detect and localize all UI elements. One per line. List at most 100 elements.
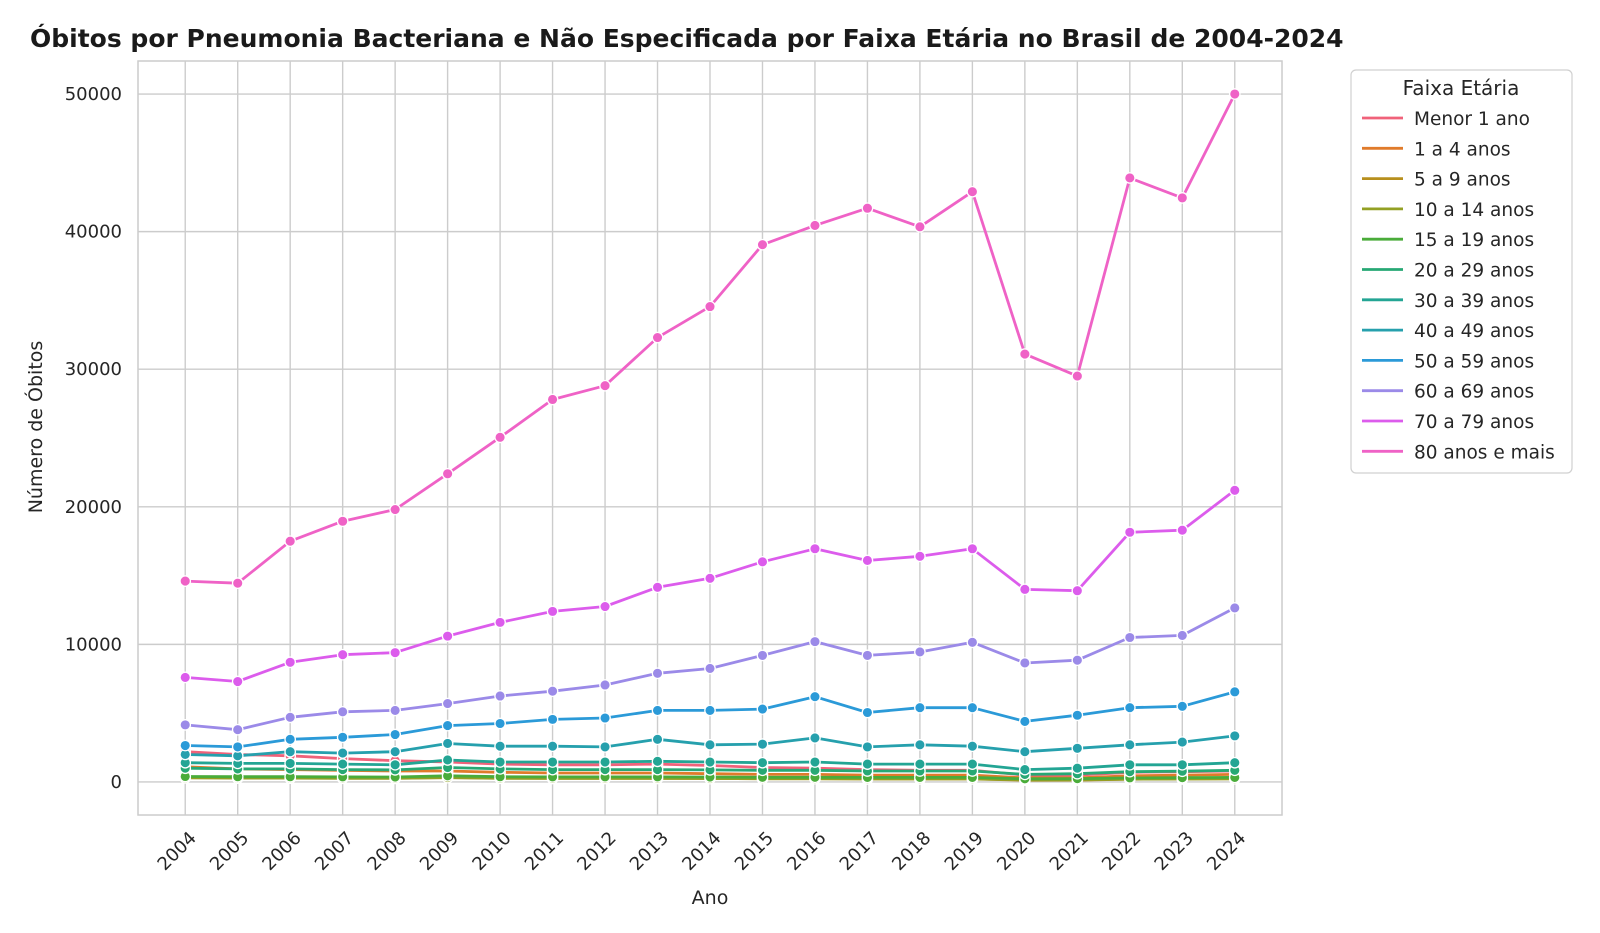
x-tick-label: 2018 [888, 828, 935, 875]
legend-label: 40 a 49 anos [1414, 321, 1534, 342]
data-point [494, 431, 506, 444]
data-point [336, 758, 349, 770]
data-point [599, 741, 611, 753]
y-axis-label: Número de Óbitos [23, 341, 47, 514]
data-point [599, 379, 611, 392]
data-point [1071, 762, 1084, 775]
data-point [1228, 88, 1241, 100]
data-point [1228, 730, 1241, 742]
data-point [809, 690, 821, 703]
data-point [441, 630, 454, 642]
x-tick-label: 2022 [1098, 828, 1145, 875]
legend-label: 20 a 29 anos [1414, 261, 1534, 282]
data-point [966, 758, 979, 770]
legend-label: 70 a 79 anos [1414, 412, 1534, 433]
data-point [704, 756, 716, 768]
legend-label: 5 a 9 anos [1414, 170, 1511, 191]
data-point [1176, 629, 1189, 642]
data-point [1228, 686, 1241, 698]
data-point [284, 535, 297, 548]
data-point [1176, 192, 1189, 204]
data-point [651, 755, 664, 768]
data-point [704, 572, 716, 585]
data-point [1071, 742, 1084, 755]
data-point [756, 238, 769, 251]
data-point [756, 738, 769, 750]
y-axis-ticks: 0 10000 20000 30000 40000 50000 [65, 84, 122, 793]
data-point [441, 754, 454, 766]
data-point [284, 733, 297, 746]
series-group [179, 754, 1241, 776]
data-point [231, 741, 244, 753]
data-point [966, 542, 979, 555]
y-tick-label: 50000 [65, 84, 122, 105]
data-point [1123, 738, 1136, 751]
y-tick-label: 20000 [65, 497, 122, 518]
data-point [494, 756, 506, 768]
legend-label: 1 a 4 anos [1414, 139, 1511, 160]
data-point [1019, 715, 1031, 728]
data-point [494, 690, 506, 702]
x-tick-label: 2015 [731, 828, 778, 875]
legend-label: 80 anos e mais [1414, 442, 1555, 463]
data-point [284, 711, 297, 724]
data-point [284, 745, 297, 758]
legend-box [1350, 69, 1573, 474]
data-point [966, 701, 979, 714]
data-point [704, 662, 716, 675]
x-tick-label: 2006 [258, 828, 305, 875]
data-point [1176, 524, 1189, 537]
legend: Faixa Etária Menor 1 ano 1 a 4 anos 5 a 9 … [1350, 69, 1573, 474]
series-layer [179, 88, 1241, 787]
x-axis-label: Ano [692, 887, 729, 909]
data-point [336, 705, 349, 718]
grid-lines [138, 61, 1282, 815]
chart-title: Óbitos por Pneumonia Bacteriana e Não Es… [30, 23, 1344, 53]
legend-label: 60 a 69 anos [1414, 382, 1534, 403]
x-tick-label: 2014 [678, 828, 725, 875]
legend-title: Faixa Etária [1403, 76, 1520, 100]
data-point [914, 758, 926, 770]
data-point [546, 393, 559, 406]
data-point [336, 648, 349, 661]
x-tick-label: 2004 [154, 828, 201, 875]
x-tick-label: 2019 [941, 828, 988, 875]
series-group [179, 686, 1241, 753]
data-point [231, 675, 244, 688]
data-point [1123, 758, 1136, 771]
data-point [914, 550, 926, 563]
data-point [494, 616, 506, 629]
data-point [179, 739, 192, 752]
x-tick-label: 2017 [836, 828, 883, 875]
data-point [651, 331, 664, 344]
x-tick-label: 2016 [783, 828, 830, 875]
data-point [179, 671, 192, 684]
data-point [914, 738, 926, 751]
legend-label: 50 a 59 anos [1414, 351, 1534, 372]
data-point [861, 741, 874, 753]
data-point [546, 756, 559, 768]
data-point [756, 703, 769, 715]
y-tick-label: 40000 [65, 222, 122, 243]
data-point [441, 719, 454, 732]
data-point [1071, 709, 1084, 722]
x-tick-label: 2007 [311, 828, 358, 875]
data-point [389, 728, 401, 741]
y-tick-label: 30000 [65, 359, 122, 380]
data-point [546, 605, 559, 618]
x-tick-label: 2011 [521, 828, 568, 875]
data-point [336, 731, 349, 744]
data-point [1228, 602, 1241, 614]
data-point [546, 740, 559, 753]
data-point [756, 649, 769, 662]
legend-items: Menor 1 ano 1 a 4 anos 5 a 9 anos 10 a 14 a… [1362, 109, 1555, 463]
x-tick-label: 2021 [1046, 828, 1093, 875]
data-point [914, 220, 926, 233]
data-point [1176, 758, 1189, 771]
data-point [966, 740, 979, 753]
data-point [389, 646, 401, 659]
legend-label: 15 a 19 anos [1414, 230, 1534, 251]
data-point [231, 723, 244, 736]
data-point [861, 706, 874, 719]
